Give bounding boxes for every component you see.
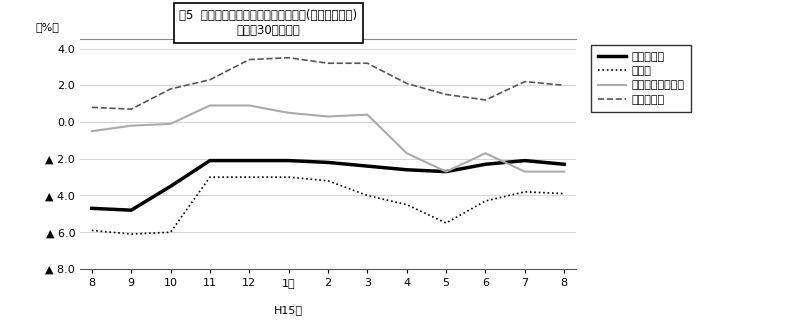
Text: 図5  主要業種別･常用労働者数の推移(対前年同月比)
－規模30人以上－: 図5 主要業種別･常用労働者数の推移(対前年同月比) －規模30人以上－ [179,9,358,37]
Text: （%）: （%） [35,23,59,32]
Text: H15年: H15年 [274,305,303,315]
Legend: 調査産業計, 製造業, 卸・小売・飲食店, サービス業: 調査産業計, 製造業, 卸・小売・飲食店, サービス業 [591,45,691,112]
